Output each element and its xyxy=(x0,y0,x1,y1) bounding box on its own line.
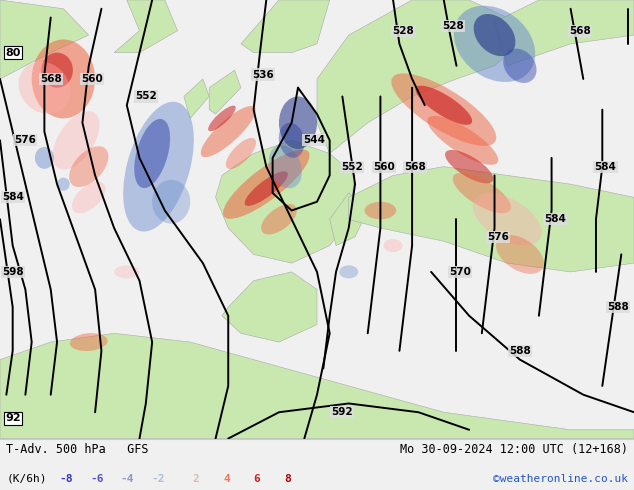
Text: 570: 570 xyxy=(449,267,470,277)
Ellipse shape xyxy=(223,149,309,219)
Text: 584: 584 xyxy=(544,214,566,224)
Ellipse shape xyxy=(339,265,358,278)
Polygon shape xyxy=(349,167,634,272)
Ellipse shape xyxy=(245,172,288,206)
Ellipse shape xyxy=(72,181,105,213)
Text: 588: 588 xyxy=(607,302,629,312)
Ellipse shape xyxy=(123,102,194,232)
Text: Mo 30-09-2024 12:00 UTC (12+168): Mo 30-09-2024 12:00 UTC (12+168) xyxy=(399,443,628,456)
Polygon shape xyxy=(209,70,241,114)
Text: 584: 584 xyxy=(2,193,23,202)
Text: 592: 592 xyxy=(332,407,353,417)
Polygon shape xyxy=(330,193,368,245)
Text: -6: -6 xyxy=(90,474,104,484)
Ellipse shape xyxy=(391,74,496,146)
Ellipse shape xyxy=(269,145,302,188)
Ellipse shape xyxy=(35,147,54,169)
Text: T-Adv. 500 hPa   GFS: T-Adv. 500 hPa GFS xyxy=(6,443,149,456)
Polygon shape xyxy=(216,140,355,263)
Ellipse shape xyxy=(503,49,536,83)
Ellipse shape xyxy=(453,173,511,213)
Text: 536: 536 xyxy=(252,70,274,79)
Polygon shape xyxy=(0,333,634,439)
Polygon shape xyxy=(495,0,634,66)
Ellipse shape xyxy=(415,86,472,125)
Polygon shape xyxy=(222,272,317,342)
Text: 8: 8 xyxy=(284,474,290,484)
Text: 528: 528 xyxy=(443,21,464,31)
Text: ©weatheronline.co.uk: ©weatheronline.co.uk xyxy=(493,474,628,484)
Text: -8: -8 xyxy=(60,474,74,484)
Text: 576: 576 xyxy=(487,232,508,242)
Text: (K/6h): (K/6h) xyxy=(6,474,47,484)
Ellipse shape xyxy=(18,62,70,114)
Text: 552: 552 xyxy=(341,162,363,172)
Text: 568: 568 xyxy=(404,162,426,172)
Ellipse shape xyxy=(496,235,544,274)
Text: 588: 588 xyxy=(509,346,531,356)
Ellipse shape xyxy=(226,138,256,169)
Text: 552: 552 xyxy=(135,92,157,101)
Ellipse shape xyxy=(134,119,170,188)
Ellipse shape xyxy=(473,193,541,245)
Ellipse shape xyxy=(152,180,190,223)
Polygon shape xyxy=(241,0,330,52)
Ellipse shape xyxy=(474,14,515,56)
Text: 80: 80 xyxy=(5,48,20,58)
Ellipse shape xyxy=(445,150,493,183)
Text: 4: 4 xyxy=(223,474,230,484)
Text: -2: -2 xyxy=(151,474,165,484)
Text: 568: 568 xyxy=(569,25,591,36)
Ellipse shape xyxy=(208,105,236,131)
Text: 544: 544 xyxy=(303,135,325,146)
Text: 584: 584 xyxy=(595,162,616,172)
Text: 2: 2 xyxy=(193,474,199,484)
Text: 528: 528 xyxy=(392,25,413,36)
Ellipse shape xyxy=(201,106,256,157)
Ellipse shape xyxy=(69,146,108,187)
Ellipse shape xyxy=(454,6,535,82)
Text: 560: 560 xyxy=(373,162,394,172)
Ellipse shape xyxy=(261,204,297,235)
Text: 92: 92 xyxy=(5,414,21,423)
Ellipse shape xyxy=(114,265,139,278)
Ellipse shape xyxy=(365,202,396,220)
Text: 560: 560 xyxy=(81,74,103,84)
Text: 6: 6 xyxy=(254,474,260,484)
Ellipse shape xyxy=(53,111,100,170)
Polygon shape xyxy=(114,0,178,52)
Text: 568: 568 xyxy=(40,74,61,84)
Text: 576: 576 xyxy=(15,135,36,146)
Polygon shape xyxy=(184,79,209,119)
Ellipse shape xyxy=(41,52,73,88)
Polygon shape xyxy=(0,0,89,79)
Ellipse shape xyxy=(279,97,317,149)
Ellipse shape xyxy=(70,333,108,351)
Polygon shape xyxy=(317,0,520,153)
Ellipse shape xyxy=(57,177,70,191)
Text: -4: -4 xyxy=(120,474,134,484)
Ellipse shape xyxy=(32,40,95,119)
Ellipse shape xyxy=(427,116,498,165)
Ellipse shape xyxy=(279,123,304,158)
Text: 598: 598 xyxy=(2,267,23,277)
Ellipse shape xyxy=(384,239,403,252)
